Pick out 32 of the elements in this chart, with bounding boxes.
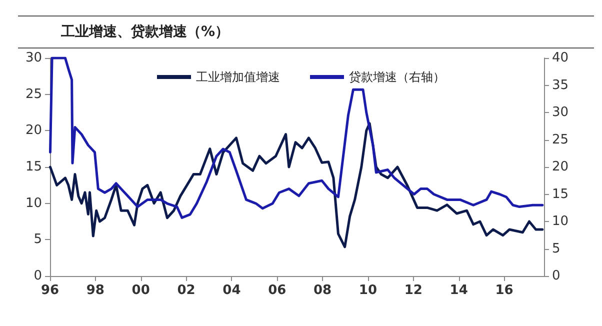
x-tick-label: 98 (86, 283, 104, 298)
y2-tick-label: 10 (552, 214, 569, 229)
x-tick-label: 14 (450, 283, 468, 298)
y2-tick-label: 30 (552, 105, 569, 120)
x-tick-label: 12 (404, 283, 422, 298)
y-tick-label: 10 (25, 196, 42, 211)
y2-tick-label: 15 (552, 186, 569, 202)
y2-tick-label: 0 (552, 268, 560, 284)
y2-tick-label: 40 (552, 50, 569, 66)
x-tick-label: 08 (314, 283, 332, 298)
y2-tick-label: 25 (552, 132, 569, 148)
chart-title: 工业增速、贷款增速（%） (60, 23, 230, 40)
y-tick-label: 15 (25, 160, 42, 174)
y-tick-label: 30 (25, 50, 42, 66)
x-tick-label: 16 (495, 283, 514, 298)
x-tick-label: 10 (358, 283, 378, 298)
x-tick-label: 00 (132, 283, 150, 298)
y2-tick-label: 5 (552, 241, 560, 256)
y-tick-label: 0 (34, 268, 42, 284)
y-tick-label: 20 (25, 123, 42, 138)
line-series (48, 56, 544, 219)
legend-label: 工业增加值增速 (196, 70, 280, 84)
y2-tick-label: 20 (552, 160, 569, 174)
x-tick-label: 04 (222, 283, 241, 298)
y2-tick-label: 35 (552, 78, 569, 93)
x-tick-label: 96 (40, 283, 60, 298)
y-tick-label: 25 (25, 86, 42, 102)
x-tick-label: 02 (177, 283, 196, 298)
y-tick-label: 5 (34, 232, 42, 248)
x-tick-label: 06 (268, 283, 286, 298)
legend-label: 贷款增速（右轴） (349, 70, 445, 84)
line-series (48, 122, 544, 248)
